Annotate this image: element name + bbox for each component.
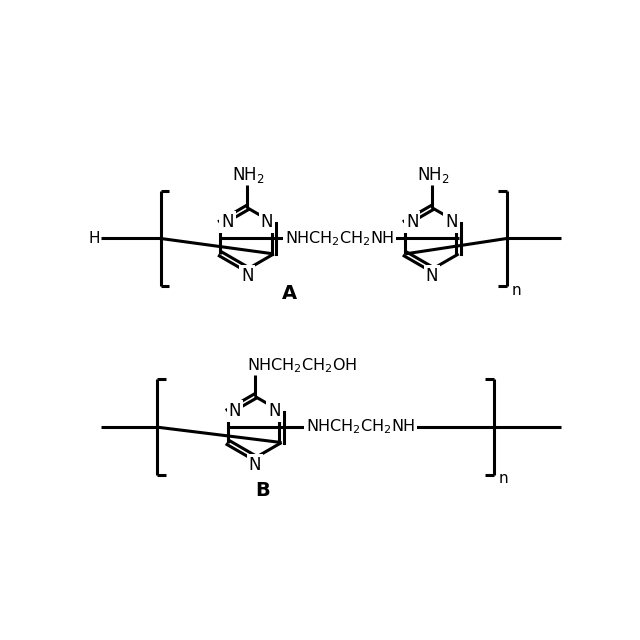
Text: NHCH$_2$CH$_2$NH: NHCH$_2$CH$_2$NH bbox=[285, 229, 394, 248]
Text: n: n bbox=[512, 283, 522, 298]
Text: N: N bbox=[268, 402, 281, 420]
Text: N: N bbox=[229, 402, 241, 420]
Text: n: n bbox=[499, 471, 508, 486]
Text: A: A bbox=[282, 284, 297, 303]
Text: NHCH$_2$CH$_2$OH: NHCH$_2$CH$_2$OH bbox=[248, 356, 358, 375]
Text: N: N bbox=[248, 456, 261, 474]
Text: N: N bbox=[260, 213, 273, 231]
Text: NHCH$_2$CH$_2$NH: NHCH$_2$CH$_2$NH bbox=[307, 418, 415, 436]
Text: N: N bbox=[241, 268, 253, 285]
Text: N: N bbox=[406, 213, 419, 231]
Text: B: B bbox=[255, 481, 270, 500]
Text: NH$_2$: NH$_2$ bbox=[417, 165, 450, 186]
Text: NH$_2$: NH$_2$ bbox=[232, 165, 265, 186]
Text: N: N bbox=[445, 213, 458, 231]
Text: N: N bbox=[426, 268, 438, 285]
Text: H: H bbox=[89, 231, 100, 246]
Text: N: N bbox=[221, 213, 234, 231]
